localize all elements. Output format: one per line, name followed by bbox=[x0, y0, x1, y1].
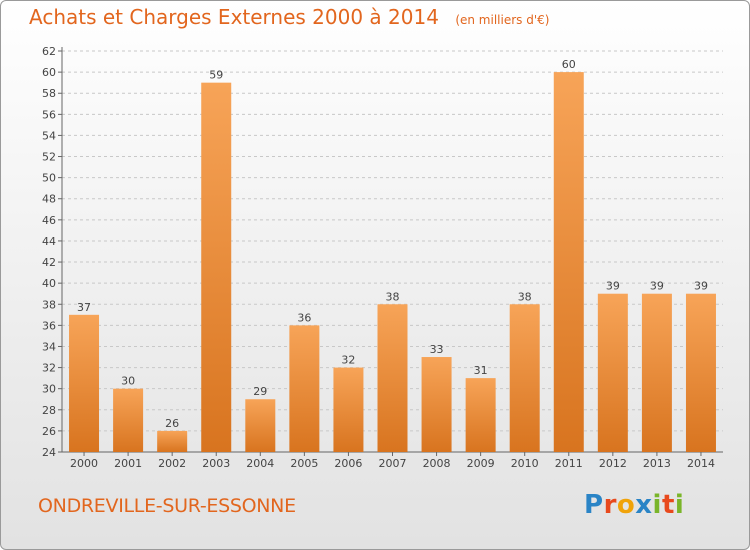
bar-2005 bbox=[289, 325, 320, 452]
bar-2010 bbox=[509, 304, 540, 452]
unit-note: (en milliers d'€) bbox=[455, 13, 550, 27]
bar-2007 bbox=[377, 304, 408, 452]
bar-2014 bbox=[685, 293, 716, 452]
bar-2004 bbox=[245, 399, 276, 452]
y-tick-label: 60 bbox=[42, 66, 56, 79]
logo-letter: i bbox=[652, 490, 662, 520]
data-label-2000: 37 bbox=[77, 301, 91, 314]
bar-2008 bbox=[421, 357, 452, 452]
town-name: ONDREVILLE-SUR-ESSONNE bbox=[38, 495, 296, 517]
x-tick-label-2003: 2003 bbox=[202, 457, 230, 470]
x-tick-label-2004: 2004 bbox=[246, 457, 274, 470]
y-tick-label: 28 bbox=[42, 404, 56, 417]
data-label-2001: 30 bbox=[121, 375, 135, 388]
bar-2006 bbox=[333, 367, 364, 452]
x-tick-label-2009: 2009 bbox=[467, 457, 495, 470]
x-tick-label-2012: 2012 bbox=[599, 457, 627, 470]
x-tick-label-2000: 2000 bbox=[70, 457, 98, 470]
labels: 24 26 28 30 32 34 36 38 40 42 44 46 48 50 52 54 56 58 60 62… bbox=[42, 45, 715, 470]
bars bbox=[69, 72, 716, 453]
bar-2000 bbox=[69, 314, 100, 452]
x-tick-label-2001: 2001 bbox=[114, 457, 142, 470]
logo-letter: o bbox=[616, 490, 636, 520]
logo-letter: r bbox=[603, 490, 617, 520]
x-tick-label-2011: 2011 bbox=[555, 457, 583, 470]
logo-letter: i bbox=[674, 490, 685, 520]
data-label-2006: 32 bbox=[341, 354, 355, 367]
x-tick-label-2008: 2008 bbox=[423, 457, 451, 470]
y-tick-label: 58 bbox=[42, 87, 56, 100]
y-tick-label: 44 bbox=[42, 235, 56, 248]
y-tick-label: 46 bbox=[42, 214, 56, 227]
x-tick-label-2002: 2002 bbox=[158, 457, 186, 470]
data-label-2010: 38 bbox=[518, 290, 532, 303]
bar-2013 bbox=[641, 293, 672, 452]
proxiti-logo: Proxiti bbox=[584, 490, 684, 520]
y-tick-label: 40 bbox=[42, 277, 56, 290]
data-label-2002: 26 bbox=[165, 417, 179, 430]
x-tick-label-2013: 2013 bbox=[643, 457, 671, 470]
data-label-2007: 38 bbox=[386, 290, 400, 303]
y-tick-label: 34 bbox=[42, 340, 56, 353]
y-tick-label: 30 bbox=[42, 383, 56, 396]
x-tick-label-2010: 2010 bbox=[511, 457, 539, 470]
logo-letter: x bbox=[635, 490, 653, 520]
y-tick-label: 50 bbox=[42, 172, 56, 185]
data-label-2014: 39 bbox=[694, 280, 708, 293]
y-tick-label: 54 bbox=[42, 129, 56, 142]
bar-2011 bbox=[553, 72, 584, 453]
y-tick-label: 62 bbox=[42, 45, 56, 58]
data-label-2005: 36 bbox=[297, 311, 311, 324]
bar-2003 bbox=[201, 82, 232, 452]
x-tick-label-2005: 2005 bbox=[290, 457, 318, 470]
bar-2002 bbox=[157, 430, 188, 452]
bar-2009 bbox=[465, 378, 496, 452]
data-label-2013: 39 bbox=[650, 280, 664, 293]
data-label-2011: 60 bbox=[562, 58, 576, 71]
x-tick-label-2014: 2014 bbox=[687, 457, 715, 470]
chart-title: Achats et Charges Externes 2000 à 2014 (… bbox=[29, 5, 549, 29]
logo-letter: t bbox=[661, 490, 675, 520]
y-tick-label: 48 bbox=[42, 193, 56, 206]
title-text: Achats et Charges Externes 2000 à 2014 bbox=[29, 5, 439, 29]
data-label-2004: 29 bbox=[253, 385, 267, 398]
logo-letter: P bbox=[584, 490, 604, 520]
y-tick-label: 38 bbox=[42, 298, 56, 311]
data-label-2008: 33 bbox=[430, 343, 444, 356]
y-tick-label: 52 bbox=[42, 151, 56, 164]
data-label-2003: 59 bbox=[209, 69, 223, 82]
y-tick-label: 32 bbox=[42, 362, 56, 375]
y-tick-label: 24 bbox=[42, 446, 56, 459]
y-tick-label: 56 bbox=[42, 108, 56, 121]
data-label-2009: 31 bbox=[474, 364, 488, 377]
y-tick-label: 26 bbox=[42, 425, 56, 438]
bar-2012 bbox=[597, 293, 628, 452]
y-tick-label: 36 bbox=[42, 319, 56, 332]
x-tick-label-2007: 2007 bbox=[379, 457, 407, 470]
bar-2001 bbox=[113, 388, 144, 452]
y-tick-label: 42 bbox=[42, 256, 56, 269]
data-label-2012: 39 bbox=[606, 280, 620, 293]
x-tick-label-2006: 2006 bbox=[334, 457, 362, 470]
